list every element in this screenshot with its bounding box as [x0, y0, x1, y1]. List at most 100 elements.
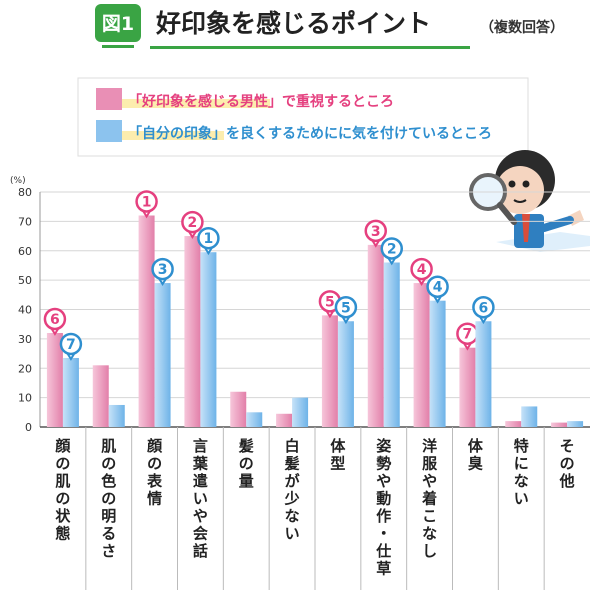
bar [138, 215, 155, 427]
bar [292, 397, 309, 427]
category-label-char: の [55, 490, 70, 508]
rank-marker [334, 296, 358, 319]
bar [475, 321, 492, 427]
category-label-char: や [376, 472, 391, 490]
y-tick-label: 40 [18, 304, 32, 317]
category-label-char: や [193, 507, 208, 525]
category-label-char: 草 [376, 560, 391, 578]
bar [429, 300, 446, 427]
bar [413, 283, 430, 427]
category-label-char: 型 [330, 455, 345, 473]
legend-label-male: 「好印象を感じる男性」で重視するところ [128, 93, 394, 110]
category-label-char: 少 [284, 490, 300, 508]
category-label-char: 髪 [284, 455, 300, 473]
category-label-char: な [514, 472, 529, 490]
category-label-char: 洋 [422, 437, 437, 455]
rank-marker [380, 237, 403, 260]
category-label-char: が [285, 472, 301, 490]
rank-label: 7 [66, 337, 76, 353]
category-label-char: さ [101, 542, 116, 560]
category-label-char: の [147, 455, 162, 473]
rank-marker [426, 275, 449, 298]
bar [154, 283, 171, 427]
figure-badge-bg [95, 4, 141, 42]
bar [367, 244, 384, 427]
rank-label: 7 [463, 327, 473, 343]
category-label-char: 量 [239, 472, 254, 490]
figure-title: 好印象を感じるポイント [155, 9, 431, 38]
rank-marker [181, 210, 204, 234]
detective-mascot-icon [469, 150, 590, 252]
legend: 「好印象を感じる男性」で重視するところ 「自分の印象」を良くするためにに気を付け… [77, 77, 529, 157]
y-tick-label: 60 [18, 245, 32, 258]
rank-marker [197, 226, 220, 250]
bar [230, 391, 247, 427]
figure-note: （複数回答） [480, 19, 564, 36]
bar [108, 404, 125, 427]
bar [459, 347, 476, 427]
category-label-char: の [239, 455, 254, 473]
bar [200, 252, 217, 427]
category-label-char: 体 [330, 437, 346, 455]
rank-label: 6 [50, 312, 60, 328]
y-tick-label: 20 [18, 362, 32, 375]
rank-label: 4 [417, 262, 427, 278]
category-label-char: い [285, 525, 300, 543]
category-label-char: 動 [376, 490, 391, 508]
rank-label: 2 [387, 242, 397, 258]
category-label-char: 特 [514, 437, 529, 455]
category-label-char: 色 [101, 472, 116, 490]
legend-swatch-self [96, 120, 122, 142]
legend-label-self-main: 「自分の印象」 [128, 125, 226, 142]
bar [567, 421, 584, 427]
category-label-char: し [422, 542, 437, 560]
category-label-char: 白 [285, 437, 300, 455]
category-label-char: 肌 [55, 472, 70, 490]
bar [383, 262, 400, 427]
category-label-char: い [193, 490, 208, 508]
category-label-char: る [101, 525, 116, 543]
bar [505, 421, 522, 427]
rank-marker [59, 332, 83, 356]
category-label-char: や [422, 472, 437, 490]
category-label-char: 情 [147, 490, 162, 508]
category-label-char: 着 [421, 490, 437, 508]
category-label-char: い [514, 490, 529, 508]
category-label-char: こ [422, 507, 437, 525]
bar [246, 412, 263, 427]
category-label-char: の [560, 455, 575, 473]
category-label-char: 顔 [146, 437, 163, 455]
y-tick-label: 50 [18, 274, 32, 287]
y-tick-label: 70 [18, 215, 32, 228]
legend-swatch-self-hl [122, 131, 224, 140]
y-tick-label: 80 [18, 186, 32, 199]
rank-label: 3 [371, 224, 381, 240]
rank-marker [364, 219, 387, 243]
legend-swatch-male-hl [122, 99, 270, 108]
legend-label-self-rest: を良くするためにに気を付けているところ [226, 125, 492, 142]
category-label-char: 服 [422, 455, 438, 473]
legend-label-male-main: 「好印象を感じる男性」 [128, 93, 282, 110]
legend-box [77, 77, 529, 157]
rank-marker [410, 257, 433, 281]
category-label-char: 明 [101, 507, 116, 525]
bar [276, 413, 293, 427]
category-label-char: 表 [147, 472, 163, 490]
category-label-char: 状 [55, 507, 71, 525]
bar [551, 422, 568, 427]
category-label-char: 髪 [238, 437, 254, 455]
category-label-char: 作 [376, 507, 391, 525]
category-label-char: 話 [193, 542, 208, 560]
category-label-char: 姿 [376, 437, 391, 455]
category-label-char: 言 [193, 437, 208, 455]
rank-marker [472, 296, 495, 319]
category-label-char: 会 [193, 525, 208, 543]
category-label-char: 態 [55, 525, 70, 543]
category-label-char: 他 [559, 472, 575, 490]
category-label-char: に [514, 455, 529, 473]
rank-label: 3 [158, 262, 168, 278]
rank-label: 5 [325, 294, 335, 310]
y-tick-label: 0 [25, 421, 32, 434]
